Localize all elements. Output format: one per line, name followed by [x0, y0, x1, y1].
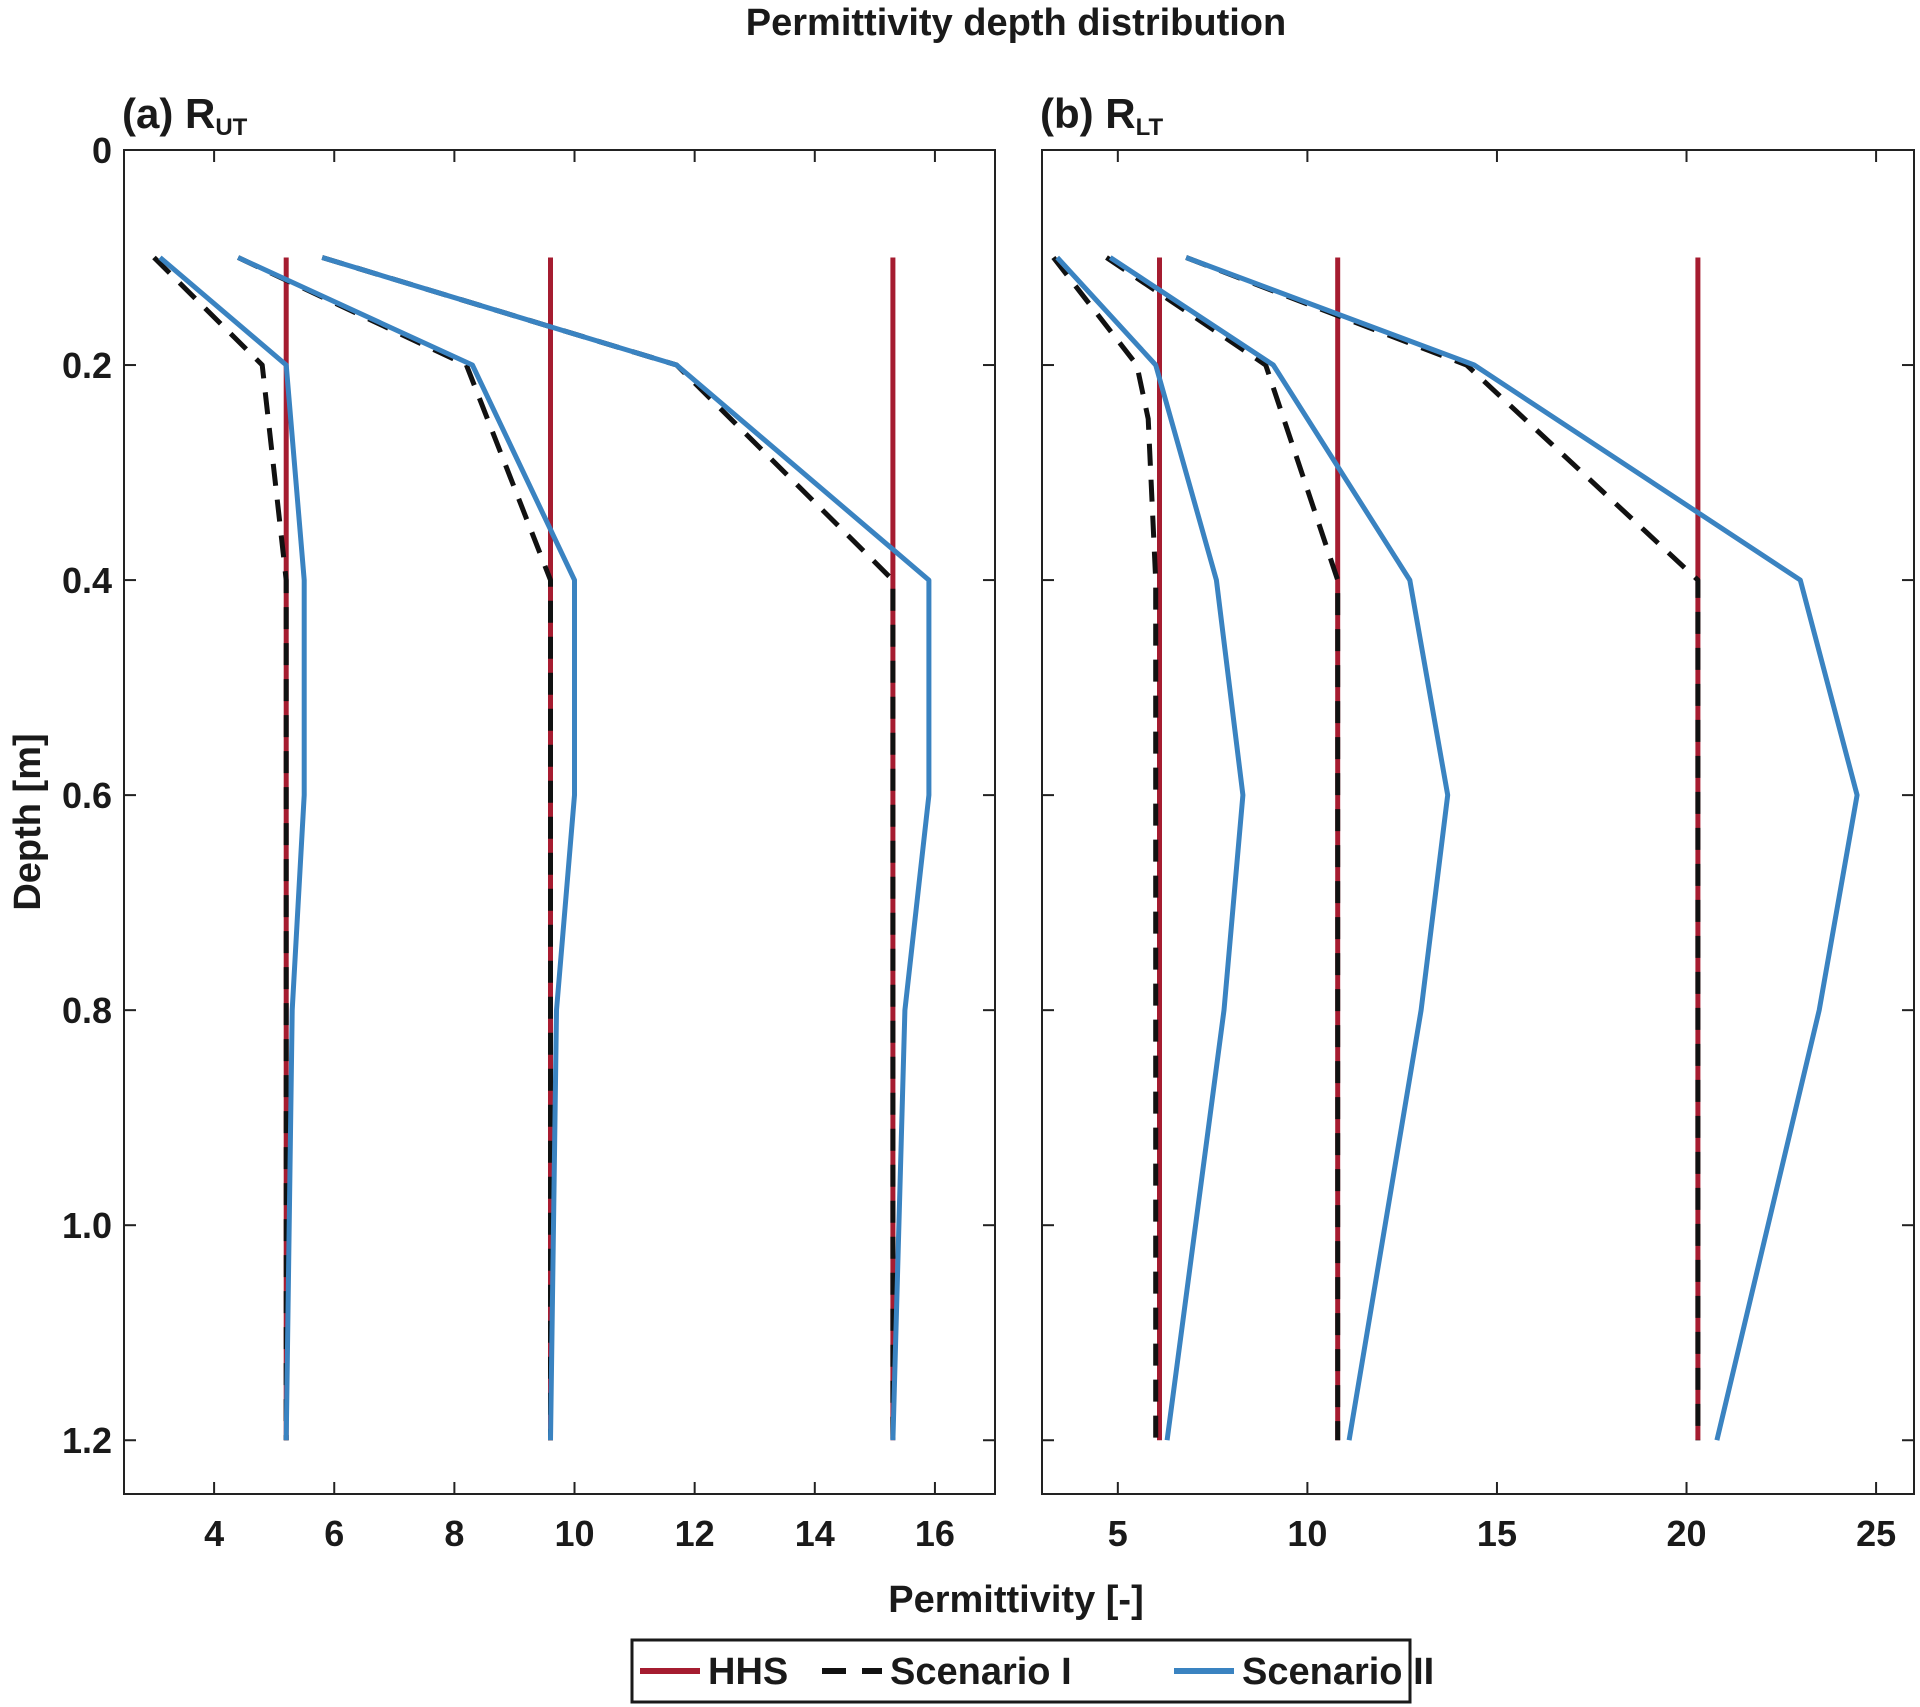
- series-line-scenario-ii: [321, 255, 932, 1441]
- x-tick-label: 6: [324, 1513, 344, 1554]
- x-tick-label: 8: [444, 1513, 464, 1554]
- series-line-scenario-i: [1105, 255, 1341, 1441]
- panel-b: (b) RLT 5 10 15 20 25: [1040, 90, 1915, 1554]
- panel-a-label: (a) RUT: [122, 90, 248, 141]
- x-tick-label: 25: [1856, 1513, 1896, 1554]
- legend-label: HHS: [708, 1651, 788, 1693]
- series-line-scenario-ii: [1108, 255, 1451, 1441]
- series-line-scenario-ii: [237, 255, 577, 1441]
- legend-box: [630, 1638, 1412, 1704]
- x-tick-label: 4: [204, 1513, 224, 1554]
- panel-b-label: (b) RLT: [1040, 90, 1164, 141]
- series-line-scenario-ii: [158, 255, 307, 1441]
- x-tick-label: 20: [1666, 1513, 1706, 1554]
- x-tick-label: 10: [554, 1513, 594, 1554]
- y-tick-label: 0: [92, 130, 112, 171]
- series-line-scenario-ii: [1185, 255, 1860, 1441]
- series-line-scenario-ii: [1055, 255, 1246, 1441]
- panel-a-frame: [123, 149, 996, 1495]
- y-tick-label: 0.4: [62, 560, 112, 601]
- series-line-scenario-i: [152, 255, 289, 1441]
- x-tick-label: 5: [1108, 1513, 1128, 1554]
- series-line-scenario-i: [1051, 255, 1159, 1441]
- legend-label: Scenario I: [890, 1651, 1072, 1693]
- chart-title: Permittivity depth distribution: [746, 2, 1286, 44]
- x-tick-label: 16: [915, 1513, 955, 1554]
- x-axis-label: Permittivity [-]: [888, 1579, 1143, 1621]
- series-line-scenario-i: [321, 255, 896, 1441]
- legend: HHS Scenario I Scenario II: [630, 1638, 1434, 1704]
- panel-b-frame: [1041, 149, 1915, 1495]
- y-tick-label: 0.2: [62, 345, 112, 386]
- panel-a: (a) RUT 4 6 8 10 12 14 16 0 0.2 0.4 0.6 0.8 1.0 1.2: [62, 90, 996, 1554]
- x-tick-label: 14: [795, 1513, 835, 1554]
- x-tick-label: 12: [675, 1513, 715, 1554]
- y-axis-label: Depth [m]: [7, 733, 49, 910]
- y-tick-label: 0.8: [62, 990, 112, 1031]
- legend-label: Scenario II: [1242, 1651, 1434, 1693]
- x-tick-label: 15: [1477, 1513, 1517, 1554]
- y-tick-label: 0.6: [62, 775, 112, 816]
- y-tick-label: 1.2: [62, 1420, 112, 1461]
- y-tick-label: 1.0: [62, 1205, 112, 1246]
- x-tick-label: 10: [1287, 1513, 1327, 1554]
